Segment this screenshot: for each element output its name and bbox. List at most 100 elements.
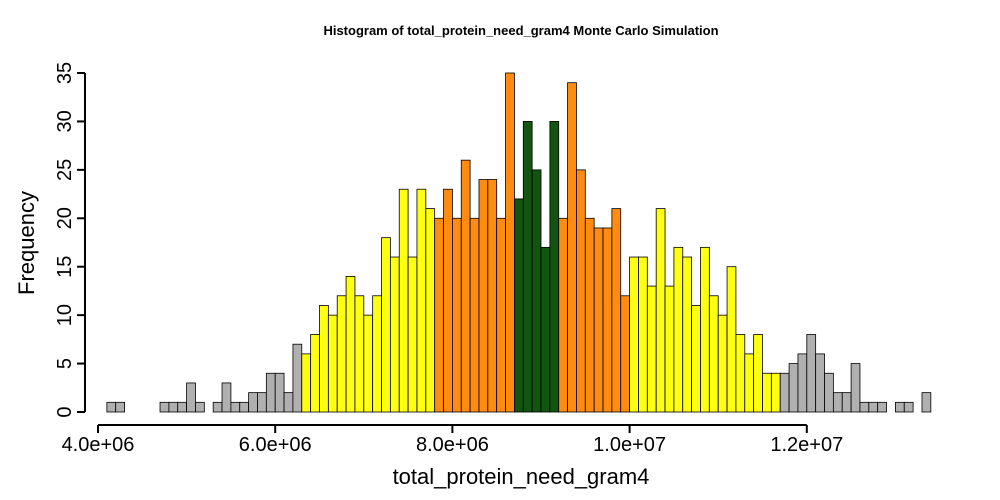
y-tick-label: 30 [54,110,76,132]
histogram-bar [327,314,338,413]
y-tick-label: 10 [54,304,76,326]
histogram-bar [398,188,409,413]
histogram-bar [735,334,746,413]
histogram-bar [248,392,258,413]
histogram-bar [832,392,843,413]
histogram-bar [895,401,905,413]
histogram-bar [877,401,887,413]
histogram-bar [744,353,755,413]
histogram-bar [859,401,870,413]
histogram-bar [443,188,453,413]
histogram-bar [691,305,701,413]
histogram-bar [850,363,861,413]
histogram-bar [239,401,250,413]
histogram-bar [531,169,542,413]
histogram-bar [824,372,834,413]
histogram-bar [212,401,223,413]
histogram-bar [726,266,737,413]
x-tick-label: 4.0e+06 [62,434,135,456]
histogram-bar [638,256,648,413]
histogram-bar [274,372,285,413]
histogram-bar [620,295,630,413]
histogram-bar [354,295,365,413]
histogram-bar [425,208,436,413]
histogram-bar [434,217,444,413]
x-axis-label: total_protein_need_gram4 [393,464,650,489]
histogram-bar [762,372,772,413]
histogram-bar [584,217,595,413]
x-tick-label: 1.0e+07 [593,434,666,456]
histogram-bar [381,237,391,413]
histogram-bar [195,401,205,413]
histogram-bar [540,246,551,413]
histogram-bar [310,334,320,413]
histogram-bar [717,314,728,413]
histogram-bar [841,392,852,413]
histogram-bar [460,159,471,413]
histogram-bar [177,401,188,413]
histogram-bar [363,314,374,413]
histogram-bar [345,275,356,413]
histogram-bar [788,363,799,413]
histogram-bar [708,295,719,413]
y-tick-label: 20 [54,207,76,229]
histogram-bar [301,353,312,413]
histogram-bar [682,256,693,413]
y-tick-label: 5 [54,358,76,369]
histogram-bar [487,179,498,413]
histogram-bar [921,392,932,413]
histogram-bar [779,372,790,413]
histogram-bar [336,295,347,413]
histogram-bar [478,179,489,413]
histogram-bar [602,227,613,413]
histogram-bar [903,401,914,413]
histogram-bar [168,401,179,413]
histogram-bar [372,295,382,413]
histogram-bar [389,256,400,413]
histogram-bar [700,246,710,413]
histogram-bar [646,285,657,413]
histogram-bar [770,372,781,413]
histogram-bar [567,82,577,413]
histogram-bar [522,121,533,413]
histogram-bar [106,401,117,413]
histogram-bar [407,256,418,413]
histogram-bar [416,188,427,413]
histogram-bar [292,343,303,413]
histogram-bar [186,382,196,413]
histogram-bar [797,353,808,413]
histogram-bar [469,217,480,413]
histogram-bar [159,401,170,413]
y-tick-label: 0 [54,406,76,417]
histogram-bar [496,217,506,413]
histogram-bar [753,334,763,413]
histogram-bar [558,217,568,413]
x-tick-label: 8.0e+06 [416,434,489,456]
histogram-bars [106,72,932,413]
x-tick-label: 6.0e+06 [239,434,312,456]
histogram-bar [115,401,125,413]
histogram-bar [868,401,879,413]
histogram-bar [230,401,241,413]
histogram-bar [629,256,639,413]
histogram-bar [664,285,675,413]
y-tick-label: 15 [54,256,76,278]
y-axis: 0 5 10 15 20 25 30 35 [54,62,86,418]
y-tick-label: 25 [54,159,76,181]
histogram-bar [221,382,232,413]
x-axis: 4.0e+06 6.0e+06 8.0e+06 1.0e+07 1.2e+07 [62,424,843,456]
histogram-bar [806,334,817,413]
histogram-bar [815,353,825,413]
histogram-bar [611,208,622,413]
x-tick-label: 1.2e+07 [770,434,843,456]
histogram-bar [655,208,666,413]
histogram-bar [257,392,267,413]
histogram-bar [673,246,684,413]
histogram-bar [319,305,329,413]
histogram-bar [514,198,524,413]
histogram-bar [549,121,560,413]
y-axis-label: Frequency [14,191,39,295]
histogram-bar [576,169,586,413]
histogram-bar [451,217,462,413]
